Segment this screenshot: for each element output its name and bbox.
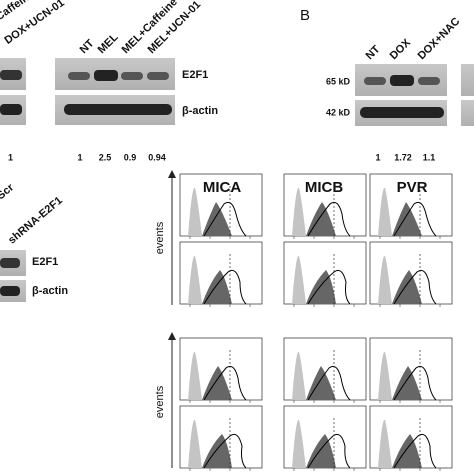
column-header: PVR xyxy=(397,179,428,196)
marker-label: 65 kD xyxy=(326,76,351,86)
control-peak xyxy=(292,187,306,236)
stain-outline xyxy=(307,201,351,237)
row-label: E2F1 xyxy=(32,256,58,268)
band xyxy=(0,104,22,115)
band xyxy=(418,77,440,85)
control-peak xyxy=(378,419,392,468)
column-label: MEL xyxy=(96,31,121,56)
quantification: 0.94 xyxy=(148,152,166,162)
column-header: MICA xyxy=(203,179,241,196)
control-peak xyxy=(188,419,202,468)
stain-outline xyxy=(393,433,437,469)
quantification: 1.1 xyxy=(423,152,436,162)
quantification: 1 xyxy=(375,152,380,162)
isotype-peak xyxy=(202,434,232,468)
isotype-peak xyxy=(202,270,232,304)
column-label: NT xyxy=(78,37,97,56)
row-label: β-actin xyxy=(32,285,68,297)
band xyxy=(360,107,444,118)
column-label: -Scr xyxy=(0,181,17,204)
isotype-peak xyxy=(392,434,422,468)
band xyxy=(68,72,90,80)
control-peak xyxy=(188,187,202,236)
stain-outline xyxy=(307,269,351,305)
panel-label: B xyxy=(300,7,310,24)
control-peak xyxy=(378,187,392,236)
stain-outline xyxy=(393,201,437,237)
quantification: 2.5 xyxy=(99,152,112,162)
band xyxy=(0,286,20,296)
arrow-head xyxy=(168,170,176,178)
stain-outline xyxy=(393,365,437,401)
quantification: 0.9 xyxy=(124,152,137,162)
control-peak xyxy=(188,351,202,400)
row-label: E2F1 xyxy=(182,69,208,81)
stain-outline xyxy=(307,433,351,469)
isotype-peak xyxy=(306,202,336,236)
stain-outline xyxy=(307,365,351,401)
row-label: β-actin xyxy=(182,105,218,117)
stain-outline xyxy=(203,269,247,305)
quantification: 1 xyxy=(77,152,82,162)
isotype-peak xyxy=(306,270,336,304)
axis-label: events xyxy=(154,385,166,418)
band xyxy=(121,72,143,80)
column-header: MICB xyxy=(305,179,343,196)
quantification: 1.72 xyxy=(394,152,412,162)
control-peak xyxy=(292,351,306,400)
isotype-peak xyxy=(306,434,336,468)
isotype-peak xyxy=(392,366,422,400)
column-label: shRNA-E2F1 xyxy=(6,195,65,247)
column-label: DOX xyxy=(388,36,414,62)
band xyxy=(94,70,118,81)
band xyxy=(364,77,386,85)
isotype-peak xyxy=(392,270,422,304)
band xyxy=(390,75,414,86)
marker-label: 42 kD xyxy=(326,107,351,117)
control-peak xyxy=(292,419,306,468)
stain-outline xyxy=(393,269,437,305)
stain-outline xyxy=(203,201,247,237)
blot-strip xyxy=(461,100,474,126)
control-peak xyxy=(188,255,202,304)
band xyxy=(0,70,22,80)
column-label: NT xyxy=(364,43,383,62)
band xyxy=(64,104,172,115)
blot-strip xyxy=(461,64,474,96)
control-peak xyxy=(292,255,306,304)
isotype-peak xyxy=(306,366,336,400)
band xyxy=(147,72,169,80)
control-peak xyxy=(378,255,392,304)
axis-label: events xyxy=(154,221,166,254)
quantification: 1 xyxy=(8,152,13,162)
arrow-head xyxy=(168,332,176,340)
stain-outline xyxy=(203,365,247,401)
control-peak xyxy=(378,351,392,400)
column-label: DOX+NAC xyxy=(416,15,463,62)
band xyxy=(0,258,20,268)
isotype-peak xyxy=(202,366,232,400)
stain-outline xyxy=(203,433,247,469)
